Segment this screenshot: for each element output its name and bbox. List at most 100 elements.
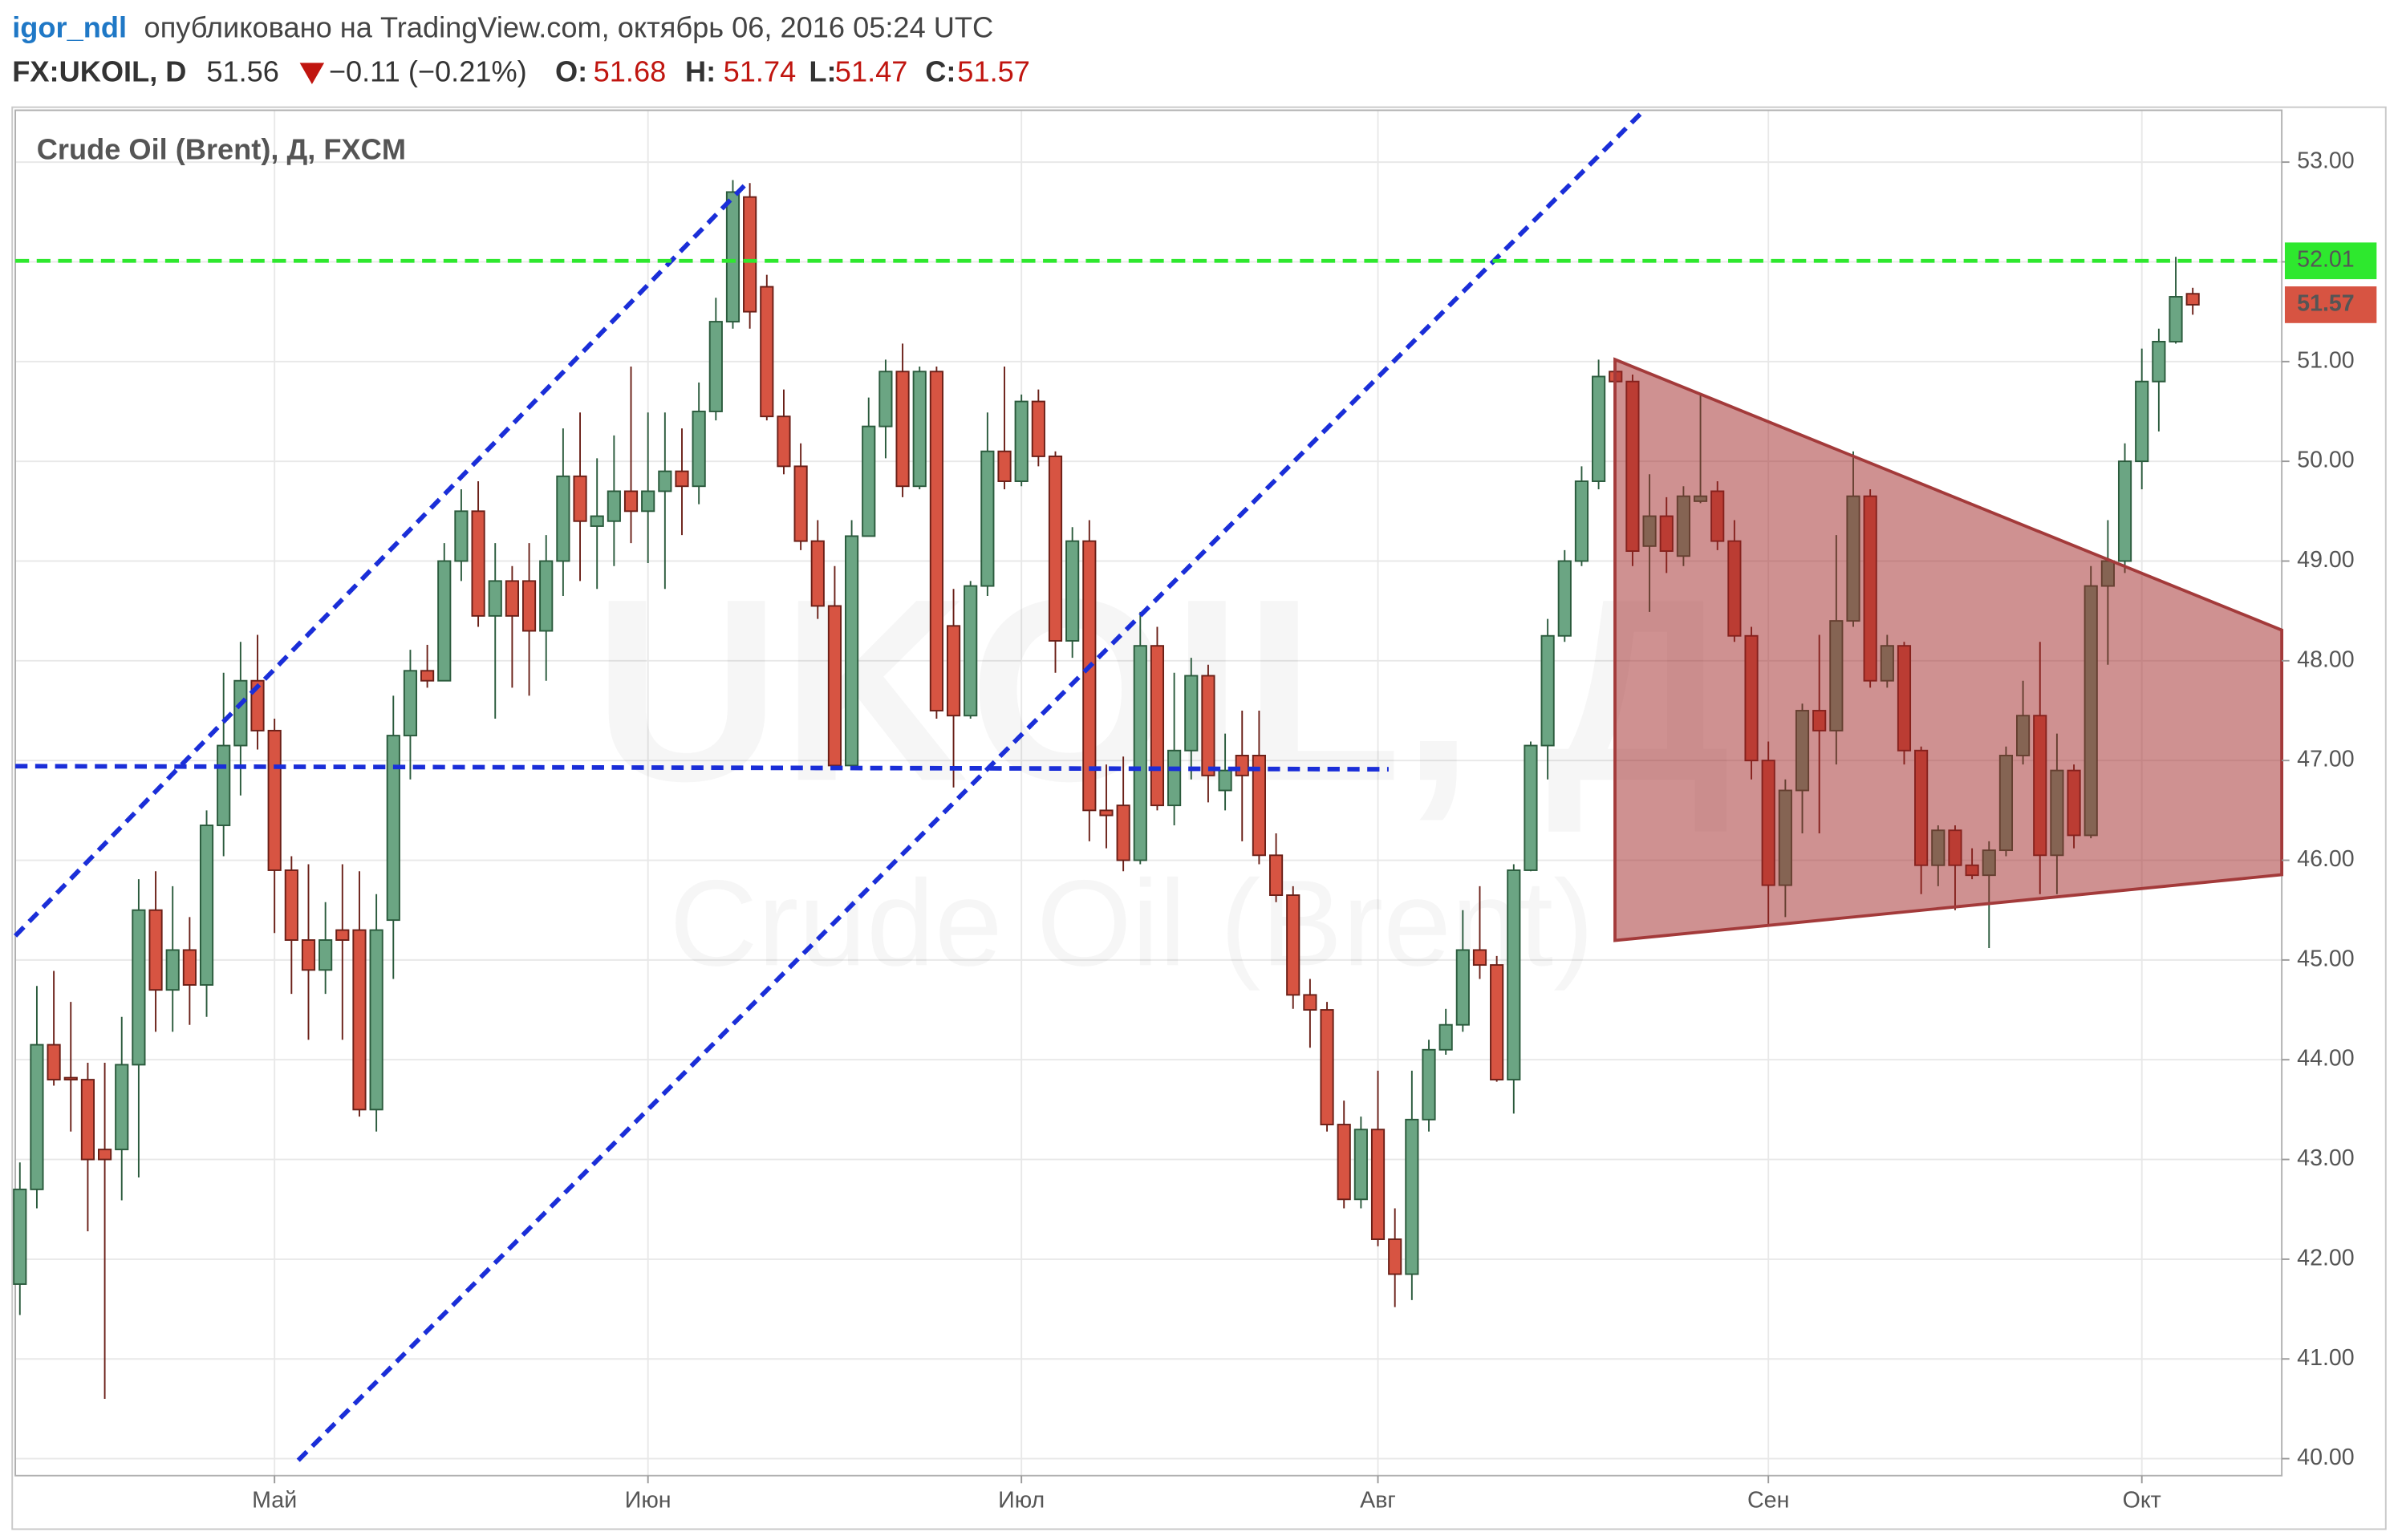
candle-body — [454, 510, 469, 562]
candle-body — [403, 670, 418, 737]
y-tick-label: 45.00 — [2297, 946, 2355, 971]
candle-body — [98, 1149, 112, 1161]
y-tick-label: 47.00 — [2297, 747, 2355, 772]
y-tick-label: 44.00 — [2297, 1046, 2355, 1072]
candle-body — [1388, 1238, 1402, 1275]
candle-body — [1337, 1124, 1351, 1201]
candle-body — [1268, 854, 1284, 897]
overlay: 40.00 41.00 42.00 43.00 44.00 45.00 46.00 47.00… — [15, 148, 2377, 1514]
candle-body — [1286, 894, 1300, 996]
candle-body — [1303, 994, 1317, 1011]
candle-body — [1507, 869, 1521, 1081]
candle-body — [1167, 749, 1182, 807]
x-tick-label: Авг — [1360, 1488, 1396, 1514]
candle-body — [964, 585, 978, 717]
open-label: O: — [555, 55, 587, 87]
candle-body — [2117, 460, 2132, 562]
y-tick-label: 40.00 — [2297, 1445, 2355, 1470]
candle-body — [505, 580, 519, 617]
candle-body — [692, 411, 706, 488]
candle-body — [725, 191, 740, 323]
candle-body — [878, 371, 893, 428]
candle-body — [912, 371, 927, 488]
candle-body — [845, 535, 859, 767]
candle-body — [115, 1064, 129, 1151]
close-label: C: — [925, 55, 956, 87]
candle-body — [1235, 755, 1249, 776]
candle-body — [1048, 455, 1063, 642]
down-arrow — [299, 63, 325, 85]
candle-body — [182, 949, 197, 986]
candle-body — [1201, 675, 1215, 776]
candle-body — [2152, 340, 2166, 383]
low-label: L: — [809, 55, 836, 87]
candle-body — [1116, 804, 1130, 861]
candle-body — [743, 196, 757, 313]
close-value: 51.57 — [957, 55, 1030, 87]
candle-body — [1065, 540, 1080, 642]
x-tick-label: Июн — [625, 1488, 672, 1514]
candle-body — [132, 909, 146, 1066]
drawings — [14, 108, 2284, 1462]
candle-body — [1252, 755, 1266, 857]
candle-body — [675, 470, 689, 488]
symbol: FX:UKOIL, D — [12, 55, 186, 87]
candle-body — [47, 1044, 61, 1081]
candle-body — [539, 560, 554, 632]
candle-body — [1133, 645, 1147, 861]
candle-body — [437, 560, 452, 682]
candle-body — [1574, 480, 1589, 562]
author: igor_ndl — [12, 10, 127, 43]
candle-body — [233, 679, 248, 747]
candle-body — [335, 929, 350, 941]
y-tick-label: 50.00 — [2297, 448, 2355, 473]
candle-body — [1422, 1048, 1436, 1121]
last-price-label: 51.57 — [2297, 290, 2355, 316]
candle-body — [1150, 645, 1165, 807]
y-tick-label: 41.00 — [2297, 1345, 2355, 1371]
candle-body — [471, 510, 485, 617]
candle-body — [777, 415, 791, 468]
candle-body — [2185, 293, 2200, 306]
y-tick-label: 42.00 — [2297, 1245, 2355, 1270]
candle-body — [1438, 1023, 1453, 1051]
x-tick-label: Окт — [2123, 1488, 2161, 1514]
candle-body — [1524, 744, 1538, 871]
high-value: 51.74 — [724, 55, 797, 87]
candle-body — [862, 425, 876, 537]
candle-body — [319, 939, 333, 971]
candle-body — [301, 939, 316, 971]
candle-body — [1014, 400, 1029, 482]
candle-body — [810, 540, 825, 607]
chart-frame — [11, 106, 2387, 1530]
y-tick-label: 46.00 — [2297, 846, 2355, 872]
open-value: 51.68 — [594, 55, 667, 87]
candle-body — [1353, 1129, 1368, 1201]
candle-body — [658, 470, 672, 492]
low-value: 51.47 — [835, 55, 908, 87]
candle-body — [623, 490, 639, 513]
candle-body — [199, 825, 214, 986]
candle-body — [590, 515, 604, 527]
candle-body — [521, 580, 537, 632]
last-price-box — [2284, 286, 2377, 323]
published: опубликовано на TradingView.com, октябрь… — [144, 10, 994, 43]
candle-body — [1031, 400, 1045, 457]
y-tick-label: 51.00 — [2297, 347, 2355, 373]
x-tick-label: Май — [252, 1488, 297, 1514]
candle-body — [980, 450, 995, 587]
candle-body — [2169, 296, 2183, 342]
candle-body — [1540, 634, 1555, 747]
candle-body — [267, 729, 282, 871]
candle-body — [607, 490, 621, 522]
candle-body — [1370, 1129, 1386, 1240]
horizontal-line — [15, 764, 1389, 772]
candle-body — [946, 625, 961, 717]
price: 51.56 — [206, 55, 279, 87]
high-label: H: — [685, 55, 716, 87]
x-tick-label: Июл — [998, 1488, 1045, 1514]
trend-line — [14, 181, 749, 938]
candle-body — [420, 670, 435, 682]
